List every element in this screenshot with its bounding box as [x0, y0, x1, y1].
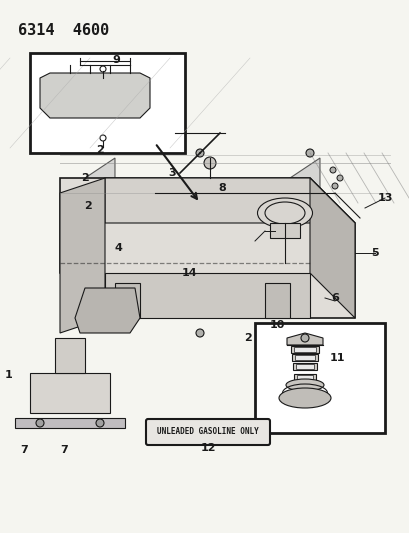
Text: 2: 2 [243, 333, 251, 343]
Circle shape [196, 329, 204, 337]
Text: 11: 11 [329, 353, 345, 363]
Text: 7: 7 [20, 445, 28, 455]
Bar [270, 223, 299, 238]
Ellipse shape [257, 198, 312, 228]
Circle shape [96, 419, 104, 427]
Bar [290, 346, 318, 353]
Bar [291, 354, 317, 361]
Text: 9: 9 [112, 55, 119, 65]
Polygon shape [30, 373, 110, 413]
Polygon shape [15, 418, 125, 428]
Text: 2: 2 [96, 145, 103, 155]
Bar [293, 374, 315, 381]
Text: 6314  4600: 6314 4600 [18, 23, 109, 38]
Text: 10: 10 [270, 320, 285, 330]
Polygon shape [286, 333, 322, 345]
Text: 3: 3 [168, 168, 175, 178]
Polygon shape [105, 273, 309, 318]
Bar [292, 363, 316, 370]
Polygon shape [264, 283, 289, 318]
Polygon shape [309, 178, 354, 318]
Circle shape [329, 167, 335, 173]
Bar [30, 53, 184, 153]
Polygon shape [40, 73, 150, 118]
Polygon shape [105, 178, 354, 223]
Circle shape [196, 149, 204, 157]
Circle shape [36, 419, 44, 427]
Polygon shape [85, 158, 115, 238]
Text: UNLEADED GASOLINE ONLY: UNLEADED GASOLINE ONLY [157, 427, 258, 437]
Circle shape [204, 157, 216, 169]
Text: 5: 5 [370, 248, 378, 258]
Text: 6: 6 [330, 293, 338, 303]
Polygon shape [75, 288, 139, 333]
Polygon shape [289, 158, 319, 243]
Text: 2: 2 [84, 201, 92, 211]
Polygon shape [60, 178, 105, 333]
Ellipse shape [278, 388, 330, 408]
Polygon shape [115, 283, 139, 318]
Text: 8: 8 [218, 183, 225, 193]
Text: 13: 13 [376, 193, 392, 203]
Text: 1: 1 [5, 370, 13, 380]
Bar [296, 375, 312, 380]
Bar [254, 323, 384, 433]
Circle shape [300, 334, 308, 342]
Text: 12: 12 [200, 443, 215, 453]
Text: 7: 7 [60, 445, 67, 455]
FancyBboxPatch shape [146, 419, 270, 445]
Bar [295, 364, 313, 369]
Bar [55, 338, 85, 373]
Circle shape [331, 183, 337, 189]
Ellipse shape [285, 379, 323, 391]
Bar [293, 347, 315, 352]
Text: 4: 4 [114, 243, 121, 253]
Polygon shape [60, 178, 354, 318]
Circle shape [305, 149, 313, 157]
Text: 2: 2 [81, 173, 89, 183]
Text: 14: 14 [182, 268, 197, 278]
Bar [294, 355, 314, 360]
Circle shape [336, 175, 342, 181]
